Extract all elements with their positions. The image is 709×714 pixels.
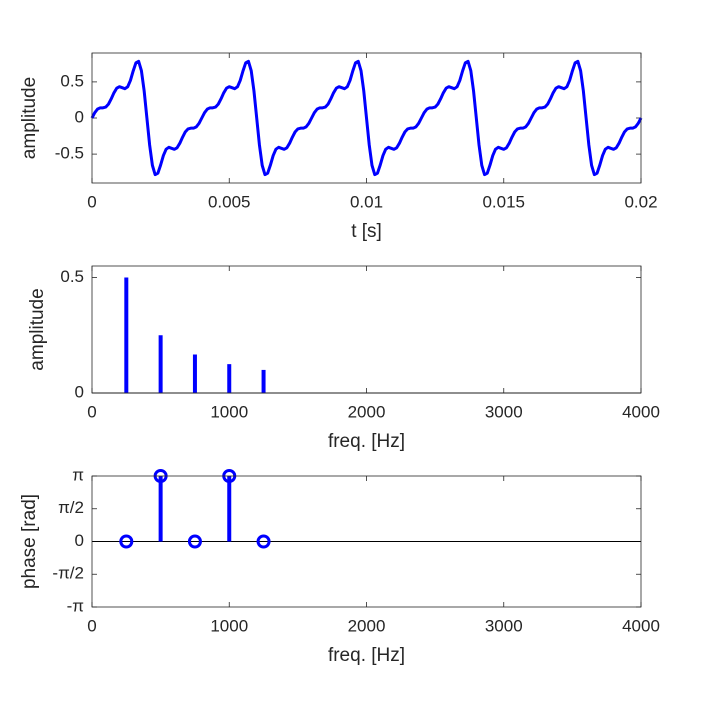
y-tick-label: -0.5: [55, 144, 84, 163]
x-tick-label: 2000: [348, 402, 386, 421]
x-tick-label: 1000: [210, 402, 248, 421]
x-tick-label: 4000: [622, 402, 660, 421]
y-tick-label: -π: [67, 596, 84, 615]
axes-frame: [91, 475, 642, 608]
y-tick-label: π: [72, 465, 84, 484]
x-tick-label: 0.02: [624, 192, 657, 211]
stem-marker: [256, 534, 271, 549]
y-tick-label: 0.5: [60, 267, 84, 286]
x-tick-label: 0.005: [208, 192, 251, 211]
x-tick-label: 4000: [622, 616, 660, 635]
axes-frame: [91, 265, 642, 394]
y-tick-label: 0: [75, 531, 84, 550]
stem-marker: [119, 534, 134, 549]
y-tick-label: 0.5: [60, 71, 84, 90]
x-axis-label: freq. [Hz]: [328, 431, 405, 452]
x-tick-label: 0.015: [482, 192, 525, 211]
x-tick-label: 3000: [485, 402, 523, 421]
x-tick-label: 2000: [348, 616, 386, 635]
y-axis-label: phase [rad]: [19, 494, 40, 589]
y-axis-label: amplitude: [27, 288, 48, 370]
signal-line: [90, 59, 643, 177]
y-axis-label: amplitude: [19, 77, 40, 159]
x-axis-label: freq. [Hz]: [328, 645, 405, 666]
x-tick-label: 3000: [485, 616, 523, 635]
x-tick-label: 1000: [210, 616, 248, 635]
stem-marker: [187, 534, 202, 549]
x-tick-label: 0: [87, 402, 96, 421]
y-tick-label: -π/2: [52, 564, 84, 583]
x-tick-label: 0: [87, 616, 96, 635]
x-tick-label: 0.01: [350, 192, 383, 211]
axes-background: [92, 266, 641, 393]
y-tick-label: π/2: [58, 498, 84, 517]
axes-frame: [91, 52, 642, 184]
y-tick-label: 0: [75, 382, 84, 401]
y-tick-label: 0: [75, 107, 84, 126]
x-tick-label: 0: [87, 192, 96, 211]
x-axis-label: t [s]: [351, 221, 382, 242]
